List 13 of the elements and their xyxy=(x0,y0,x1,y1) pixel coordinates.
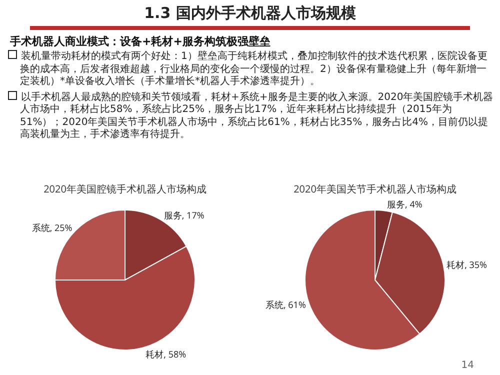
slice-label: 耗材, 35% xyxy=(446,258,487,271)
chart-title: 2020年美国关节手术机器人市场构成 xyxy=(294,181,456,196)
text: 装机量带动耗材的模式有两个好处：1）壁垒高于纯耗材模式，叠加控制软件的技术迭代积累，医院设备更换的成本高，后发者很难超越，行业格局的变化会一个缓慢的过程。2）设备保有量稳健上升（每年新增一定装机）*单设备收入增长（手术量增长*机器人手术渗透率提升）。 xyxy=(19,50,488,88)
slice-label: 服务, 4% xyxy=(387,198,422,211)
slice-label: 耗材, 58% xyxy=(146,347,186,360)
slice-label: 系统, 61% xyxy=(265,298,306,311)
chart-title: 2020年美国腔镜手术机器人市场构成 xyxy=(44,181,206,196)
text: 14 xyxy=(461,360,474,371)
text: 手术机器人商业模式：设备+耗材+服务构筑极强壁垒 xyxy=(10,34,270,49)
text: 1.3 国内外手术机器人市场规模 xyxy=(143,4,357,23)
text: 以手术机器人最成熟的腔镜和关节领域看，耗材+系统+服务是主要的收入来源。2020年美国腔镜手术机器人市场中，耗材占比58%，系统占比25%，服务占比17%，近年来耗材占比持续提升（2015年为51%）；2020年美国关节手术机器人市场中，系统占比61%，耗材占比35%，服务占比4%，目前仍以提高装机量为主，手术渗透率有待提升。 xyxy=(19,90,494,142)
slice-label: 服务, 17% xyxy=(164,208,204,222)
slice-label: 系统, 25% xyxy=(32,220,72,234)
